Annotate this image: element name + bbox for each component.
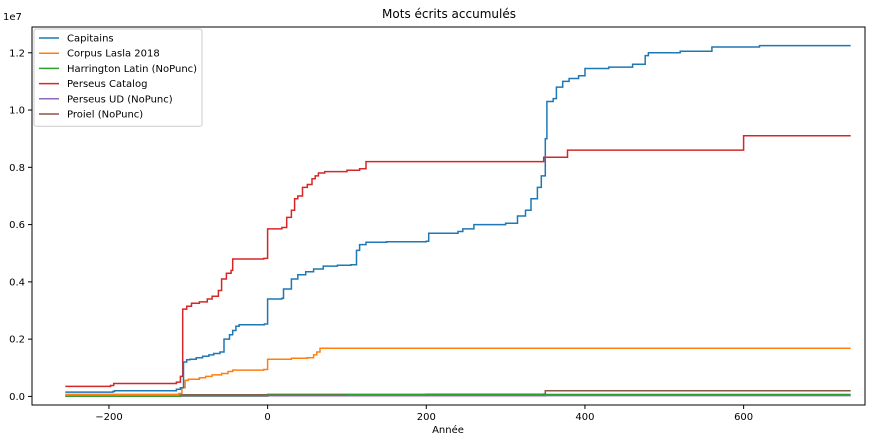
y-tick-label: 0.6 [9,220,25,231]
y-tick-label: 0.8 [9,163,25,174]
y-tick-label: 0.2 [9,335,25,346]
y-offset-label: 1e7 [3,12,22,23]
series-line-harrington-latin-nopunc [65,393,851,397]
axes-frame [31,26,866,406]
y-tick-label: 1.0 [9,106,25,117]
legend-label: Proiel (NoPunc) [67,110,143,121]
legend-box [33,28,203,127]
x-tick-label: 200 [417,412,436,423]
legend-label: Corpus Lasla 2018 [67,49,160,60]
y-tick-label: 1.2 [9,48,25,59]
y-tick-label: 0.4 [9,277,25,288]
legend: Capitains Corpus Lasla 2018 Harrington Lat… [33,28,203,127]
y-tick-label: 0.0 [9,392,25,403]
series-line-perseus-catalog [65,135,851,388]
x-tick-label: 400 [575,412,594,423]
y-axis: 0.0 0.2 0.4 0.6 0.8 1.0 1.2 [9,48,32,403]
legend-label: Harrington Latin (NoPunc) [67,64,197,75]
x-axis: −200 0 200 400 600 [95,405,753,423]
series-line-capitains [65,44,851,393]
x-tick-label: −200 [95,412,122,423]
x-tick-label: 0 [264,412,270,423]
series-line-corpus-lasla-2018 [65,347,851,396]
legend-label: Capitains [67,34,114,45]
legend-label: Perseus Catalog [67,79,147,90]
series-layer [65,44,851,398]
chart-title: Mots écrits accumulés [382,7,516,21]
x-tick-label: 600 [734,412,753,423]
legend-label: Perseus UD (NoPunc) [67,94,173,105]
x-axis-title: Année [432,424,464,436]
